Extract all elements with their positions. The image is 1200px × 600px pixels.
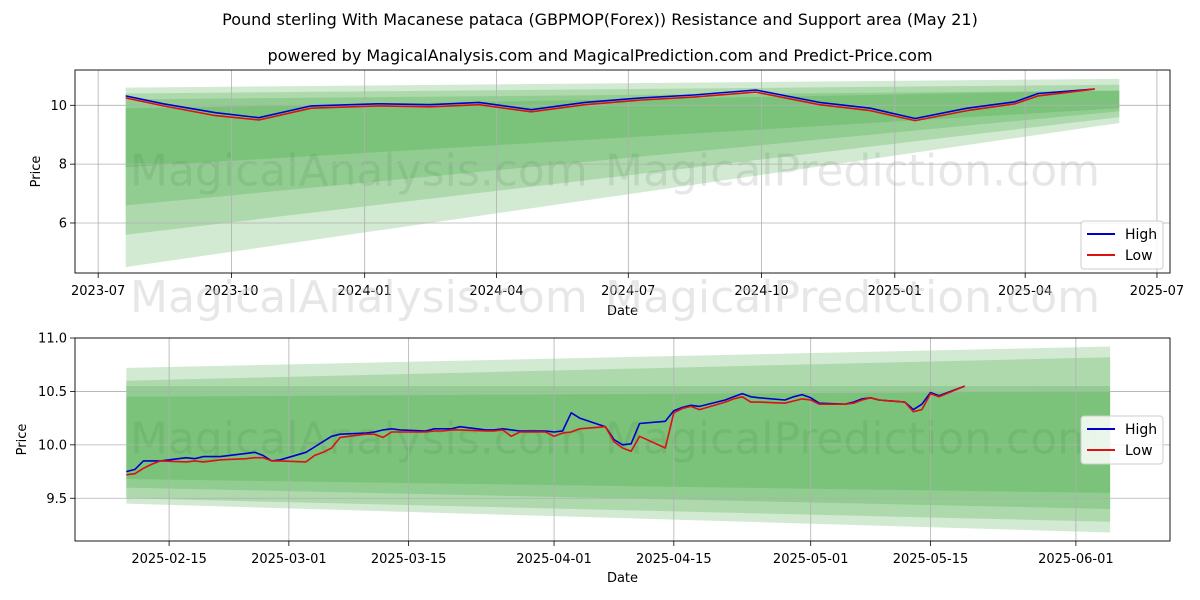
x-tick-label: 2025-02-15 — [131, 552, 207, 567]
x-tick-label: 2024-01 — [338, 284, 392, 299]
watermark-text: MagicalAnalysis.com — [130, 272, 588, 323]
y-tick-label: 8 — [59, 158, 67, 173]
legend-label-high: High — [1125, 422, 1157, 438]
chart-subtitle: powered by MagicalAnalysis.com and Magic… — [267, 46, 933, 65]
y-tick-label: 10.5 — [38, 385, 67, 400]
y-tick-label: 10 — [50, 99, 67, 114]
x-tick-label: 2023-10 — [204, 284, 258, 299]
x-tick-label: 2025-07 — [1130, 284, 1184, 299]
chart-panel-2: MagicalAnalysis.com MagicalPrediction.com… — [15, 332, 1171, 586]
chart-panel-1: MagicalAnalysis.com MagicalPrediction.com… — [29, 69, 1184, 319]
x-tick-label: 2025-05-01 — [773, 552, 849, 567]
x-tick-label: 2024-10 — [734, 284, 788, 299]
chart-title: Pound sterling With Macanese pataca (GBP… — [222, 10, 978, 29]
legend-label-high: High — [1125, 227, 1157, 243]
watermark-text: MagicalPrediction.com — [605, 146, 1100, 197]
legend: High Low — [1080, 415, 1164, 465]
band-3 — [125, 90, 1120, 206]
legend-label-low: Low — [1125, 443, 1153, 459]
x-tick-label: 2025-01 — [868, 284, 922, 299]
y-tick-label: 6 — [59, 216, 67, 231]
x-tick-label: 2025-04-01 — [516, 552, 592, 567]
y-tick-label: 9.5 — [46, 492, 67, 507]
band-4 — [125, 90, 1120, 168]
band-2 — [125, 84, 1120, 235]
x-tick-label: 2025-03-01 — [251, 552, 327, 567]
x-axis-label: Date — [607, 304, 638, 319]
x-axis-label: Date — [607, 571, 638, 586]
x-tick-label: 2024-07 — [601, 284, 655, 299]
legend-label-low: Low — [1125, 248, 1153, 264]
legend: High Low — [1080, 220, 1164, 270]
y-tick-label: 10.0 — [38, 438, 67, 453]
series-line-high — [126, 385, 965, 473]
y-axis-label: Price — [29, 156, 44, 188]
x-tick-label: 2025-04 — [998, 284, 1052, 299]
y-axis-label: Price — [15, 424, 30, 456]
x-tick-label: 2025-05-15 — [893, 552, 969, 567]
band-1 — [126, 346, 1111, 533]
x-tick-label: 2025-04-15 — [636, 552, 712, 567]
watermark-text: MagicalPrediction.com — [605, 272, 1100, 323]
watermark-text: MagicalPrediction.com — [605, 414, 1100, 465]
x-tick-label: 2025-06-01 — [1038, 552, 1114, 567]
x-tick-label: 2024-04 — [469, 284, 523, 299]
band-3 — [126, 386, 1111, 509]
y-tick-label: 11.0 — [38, 332, 67, 347]
series-line-low — [125, 88, 1095, 122]
band-1 — [125, 78, 1120, 268]
plot-frame — [74, 337, 1171, 542]
plot-frame — [74, 69, 1171, 274]
series-line-low — [126, 385, 966, 476]
series-line-high — [125, 88, 1095, 120]
watermark-text: MagicalAnalysis.com — [130, 146, 588, 197]
x-tick-label: 2023-07 — [71, 284, 125, 299]
x-tick-label: 2025-03-15 — [371, 552, 447, 567]
